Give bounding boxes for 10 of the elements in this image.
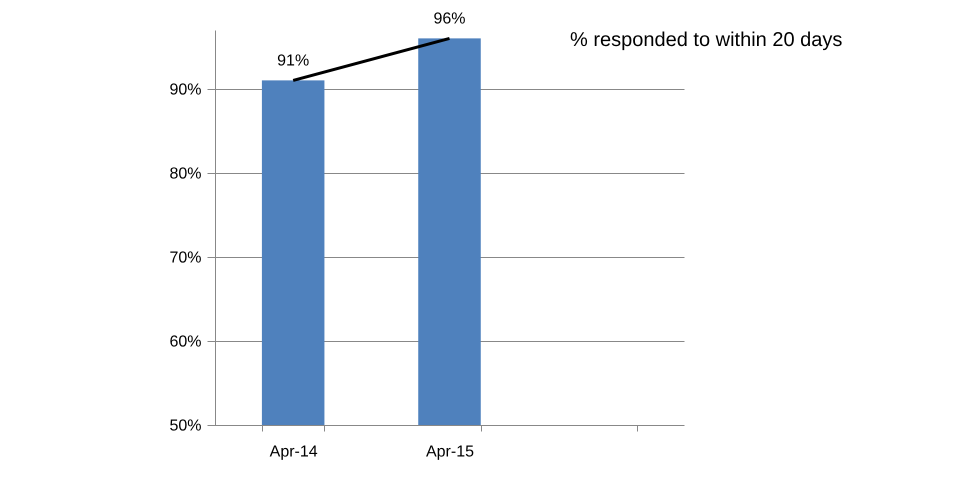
annotation: % responded to within 20 days <box>570 29 842 51</box>
data-label: 96% <box>433 10 466 28</box>
x-tick-label: Apr-14 <box>270 444 318 460</box>
y-tick-label: 50% <box>169 418 202 434</box>
y-tick-label: 90% <box>169 81 202 98</box>
y-tick-label: 70% <box>169 249 202 266</box>
x-tick-label: Apr-15 <box>426 444 474 460</box>
y-tick-label: 80% <box>169 165 202 182</box>
data-label: 91% <box>277 52 310 70</box>
y-tick-label: 60% <box>169 333 202 350</box>
